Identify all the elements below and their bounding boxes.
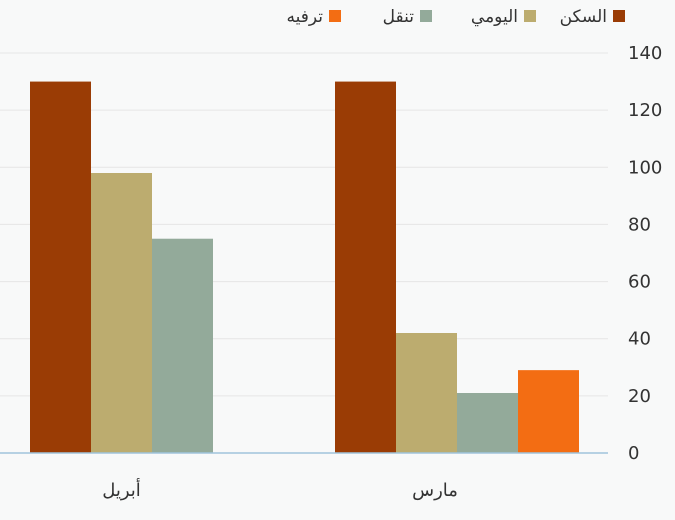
category-labels: مارس أبريل [102, 478, 458, 501]
bar-0-2 [457, 393, 518, 453]
legend-label: ترفيه [287, 7, 324, 27]
y-tick-label: 40 [628, 329, 651, 350]
y-tick-label: 0 [628, 443, 639, 464]
bar-1-2 [152, 238, 213, 453]
bar-1-1 [91, 173, 152, 453]
legend-label: تنقل [383, 7, 415, 27]
y-tick-label: 120 [628, 100, 662, 121]
y-axis-ticks: 0 20 40 60 80 100 120 140 [628, 43, 662, 464]
legend-swatch [329, 10, 341, 22]
y-tick-label: 140 [628, 43, 662, 64]
bar-0-0 [335, 81, 396, 454]
legend-swatch [524, 10, 536, 22]
y-tick-label: 20 [628, 386, 651, 407]
bar-0-3 [518, 370, 579, 453]
category-label: مارس [412, 480, 458, 501]
y-tick-label: 80 [628, 214, 651, 235]
legend-label: اليومي [471, 7, 518, 27]
legend-swatch [420, 10, 432, 22]
legend-swatch [613, 10, 625, 22]
legend: السكن اليومي تنقل ترفيه [287, 7, 625, 27]
y-tick-label: 100 [628, 157, 662, 178]
legend-label: السكن [560, 7, 607, 27]
bar-0-1 [396, 333, 457, 453]
bars [30, 81, 579, 454]
y-tick-label: 60 [628, 272, 651, 293]
category-label: أبريل [102, 478, 141, 501]
bar-1-0 [30, 81, 91, 454]
